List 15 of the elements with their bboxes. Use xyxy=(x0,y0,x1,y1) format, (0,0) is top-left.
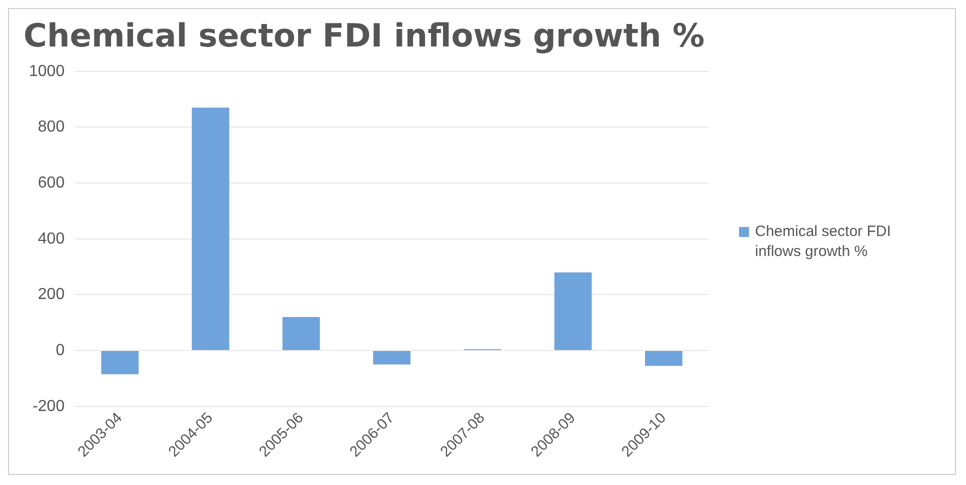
bar xyxy=(644,351,682,366)
y-tick-label: 200 xyxy=(38,286,65,304)
bar xyxy=(101,351,139,374)
y-tick-label: 1000 xyxy=(29,62,65,80)
y-tick-label: 400 xyxy=(38,230,65,248)
bar xyxy=(554,272,592,350)
y-tick-label: 600 xyxy=(38,174,65,192)
y-tick-label: -200 xyxy=(32,398,65,415)
y-tick-label: 800 xyxy=(38,118,65,136)
bar xyxy=(282,317,320,350)
bar xyxy=(192,108,230,350)
chart-title: Chemical sector FDI inflows growth % xyxy=(23,16,705,55)
y-tick-label: 0 xyxy=(56,342,65,359)
legend-label: Chemical sector FDI inflows growth % xyxy=(755,222,892,262)
bar xyxy=(373,351,410,364)
